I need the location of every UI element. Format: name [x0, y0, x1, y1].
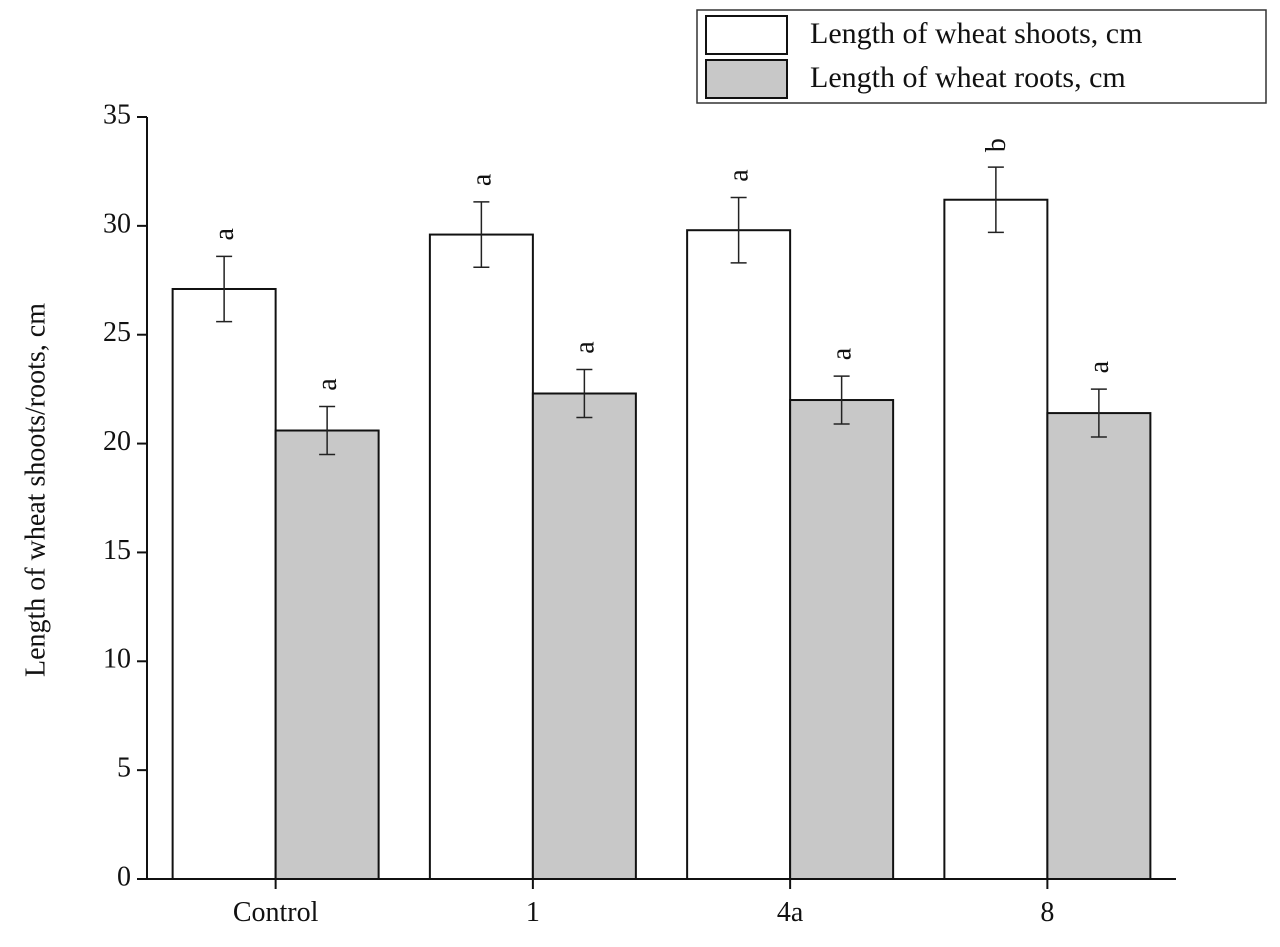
bar — [171, 287, 277, 881]
significance-label: a — [827, 347, 858, 360]
error-bar — [576, 368, 593, 419]
bar — [531, 392, 637, 880]
y-tick-label: 35 — [103, 99, 131, 130]
error-bar — [987, 166, 1004, 234]
y-tick-label: 5 — [117, 753, 131, 784]
bar — [274, 429, 380, 880]
y-tick-label: 10 — [103, 644, 131, 675]
significance-label: a — [209, 228, 240, 241]
error-bar — [833, 375, 850, 425]
significance-label: a — [466, 173, 497, 186]
legend-label: Length of wheat shoots, cm — [810, 17, 1142, 50]
y-tick-label: 15 — [103, 535, 131, 566]
significance-label: a — [312, 378, 343, 391]
y-tick-label: 25 — [103, 317, 131, 348]
bar — [686, 229, 792, 880]
error-bar — [1090, 388, 1107, 438]
legend-label: Length of wheat roots, cm — [810, 61, 1126, 94]
legend-swatch — [705, 59, 788, 99]
bar — [1046, 412, 1152, 880]
significance-label: a — [569, 341, 600, 354]
y-tick-label: 30 — [103, 208, 131, 239]
y-axis-label: Length of wheat shoots/roots, cm — [20, 303, 51, 677]
bar — [943, 198, 1049, 880]
significance-label: a — [1084, 360, 1115, 373]
x-tick-label: 8 — [1040, 897, 1054, 928]
error-bar — [730, 196, 747, 264]
x-tick-label: 4a — [777, 897, 804, 928]
significance-label: a — [724, 169, 755, 182]
significance-label: b — [981, 138, 1012, 152]
bar — [428, 233, 534, 880]
y-tick-label: 0 — [117, 861, 131, 892]
bar — [789, 399, 895, 880]
error-bar — [473, 201, 490, 268]
x-tick-label: Control — [233, 897, 319, 928]
legend-box — [696, 9, 1267, 104]
x-tick-label: 1 — [526, 897, 540, 928]
legend-swatch — [705, 15, 788, 55]
y-tick-label: 20 — [103, 426, 131, 457]
error-bar — [319, 405, 336, 456]
error-bar — [216, 255, 233, 323]
